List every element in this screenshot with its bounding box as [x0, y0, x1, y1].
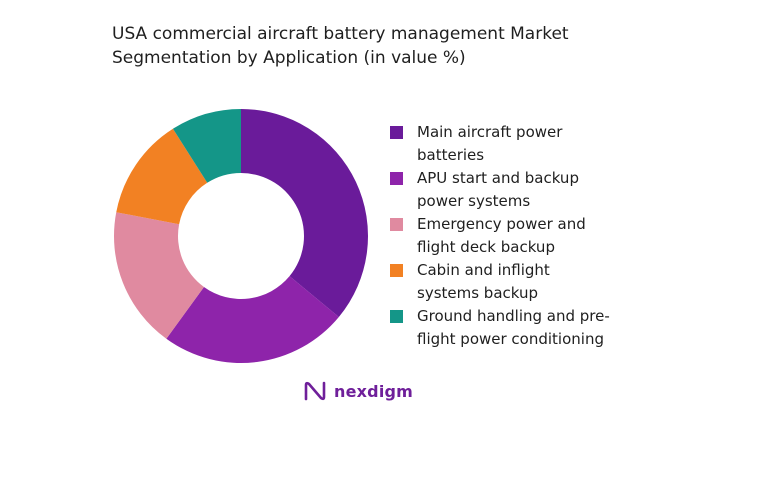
legend-swatch-5: [390, 310, 403, 323]
legend-swatch-4: [390, 264, 403, 277]
donut-slice-5: [172, 109, 241, 183]
chart-legend: Main aircraft power batteries APU start a…: [390, 121, 660, 351]
donut-slice-2: [166, 276, 339, 364]
legend-swatch-3: [390, 218, 403, 231]
legend-swatch-2: [390, 172, 403, 185]
chart-title-line-1: USA commercial aircraft battery manageme…: [112, 24, 569, 44]
legend-swatch-1: [390, 126, 403, 139]
chart-title-line-2: Segmentation by Application (in value %): [112, 48, 466, 68]
legend-item-2: APU start and backup power systems: [390, 167, 660, 213]
legend-label-5: Ground handling and pre- flight power co…: [417, 307, 610, 348]
legend-item-5: Ground handling and pre- flight power co…: [390, 305, 660, 351]
legend-item-3: Emergency power and flight deck backup: [390, 213, 660, 259]
donut-slice-1: [241, 109, 368, 317]
legend-label-3: Emergency power and flight deck backup: [417, 215, 586, 256]
legend-label-4: Cabin and inflight systems backup: [417, 261, 550, 302]
donut-slice-3: [114, 212, 204, 339]
donut-slice-4: [116, 128, 208, 225]
nexdigm-logo-icon: [304, 381, 326, 401]
legend-item-1: Main aircraft power batteries: [390, 121, 660, 167]
legend-label-2: APU start and backup power systems: [417, 169, 579, 210]
chart-title: USA commercial aircraft battery manageme…: [112, 22, 672, 70]
brand-logo: nexdigm: [302, 376, 413, 406]
legend-item-4: Cabin and inflight systems backup: [390, 259, 660, 305]
brand-name: nexdigm: [334, 381, 414, 401]
legend-label-1: Main aircraft power batteries: [417, 123, 563, 164]
